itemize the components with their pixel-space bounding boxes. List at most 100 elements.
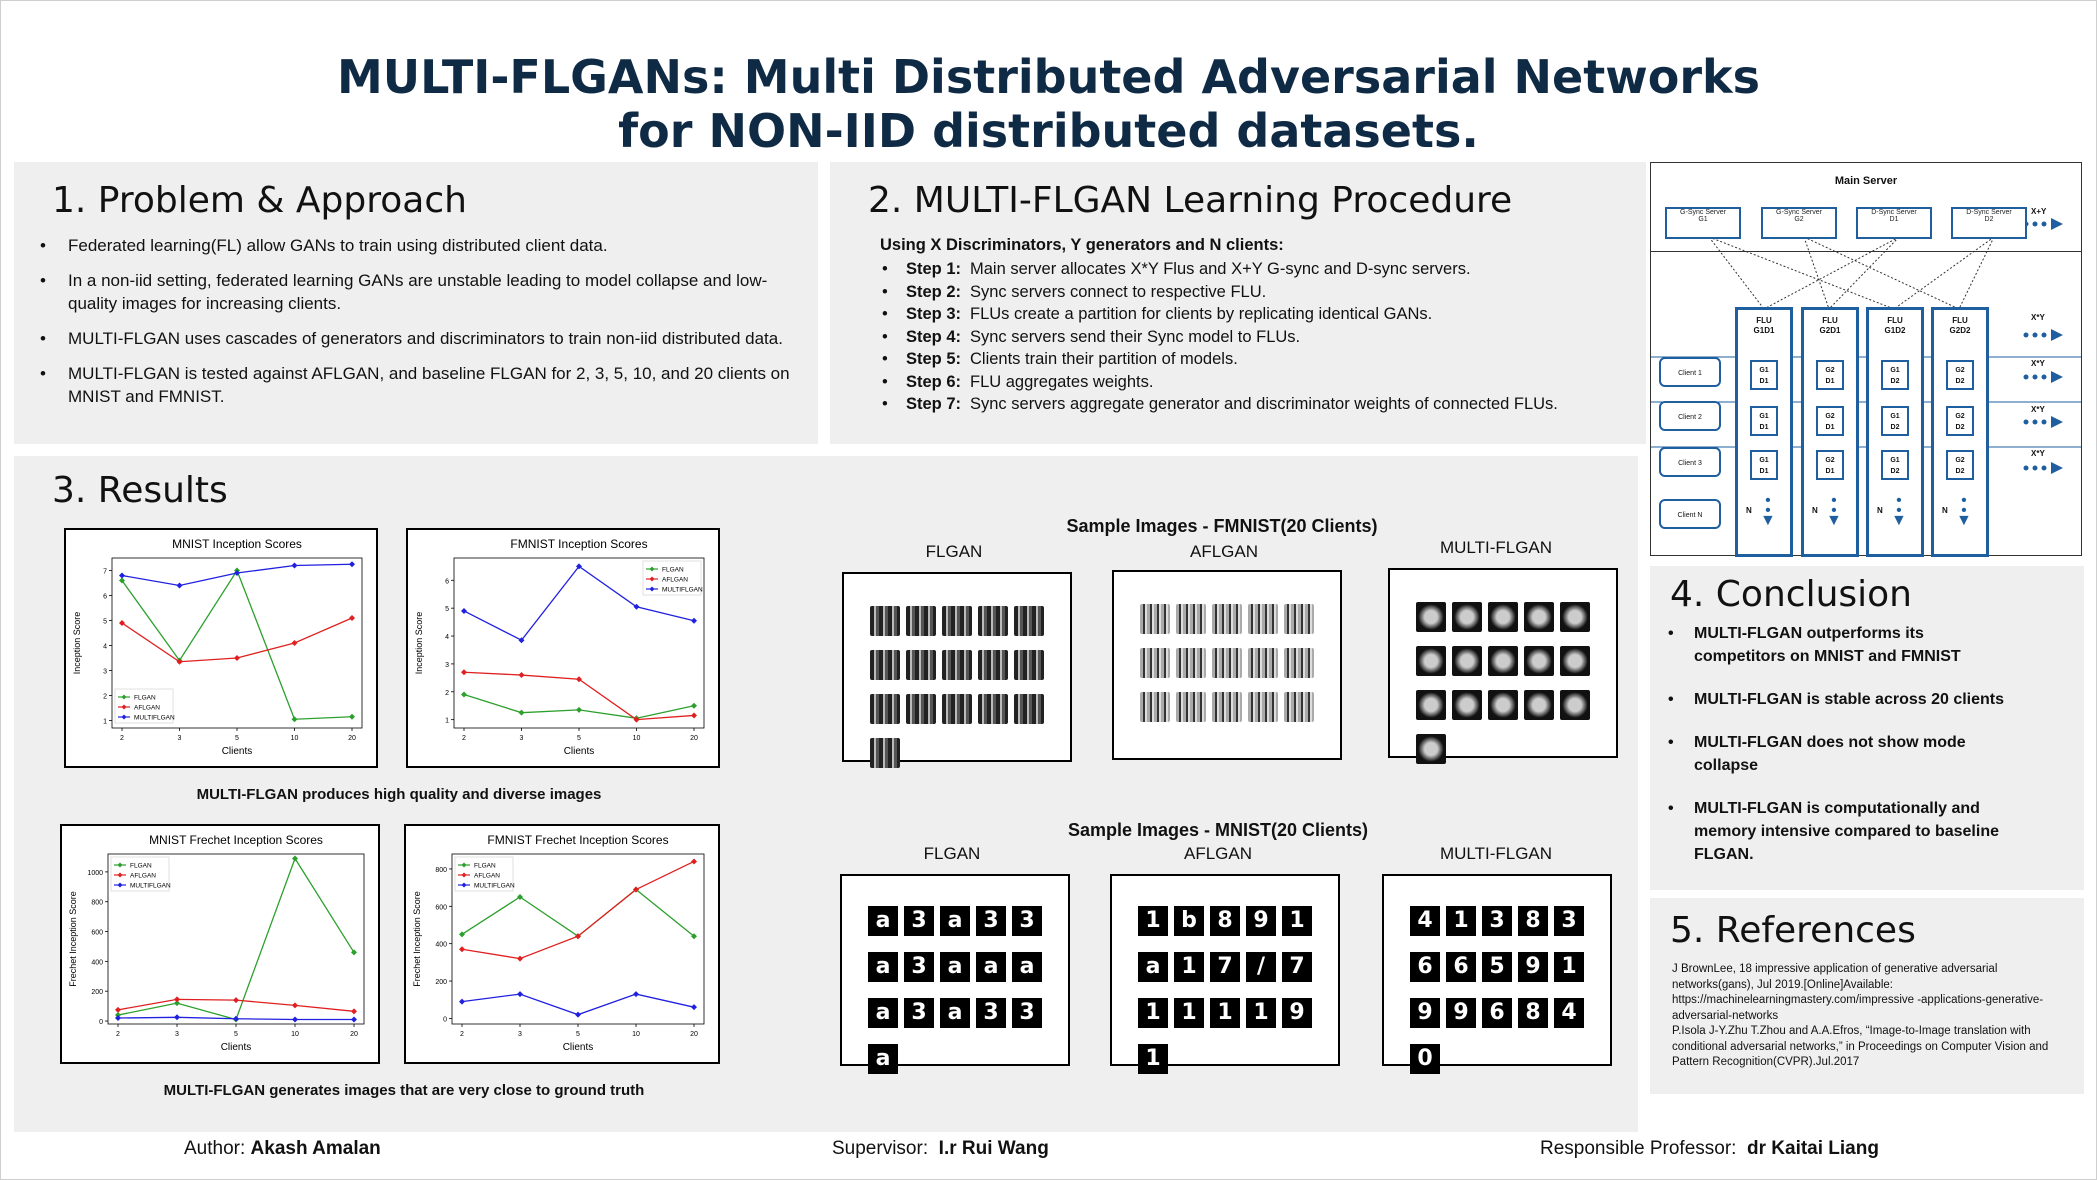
xy-top-label: X+Y [2031,207,2047,216]
y-tick-label: 600 [91,930,103,937]
mnist-flgan-label: FLGAN [923,844,981,863]
conclusion-bullets: MULTI-FLGAN outperforms its competitors … [1664,622,2014,886]
data-point [576,676,582,683]
data-point [691,712,697,719]
step-item: Step 3: FLUs create a partition for clien… [880,303,1640,326]
y-tick-label: 3 [445,662,449,669]
mnist-frechet-chart: MNIST Frechet Inception Scores 0 200 400 600… [60,824,380,1064]
fmnist-aflgan-samples [1112,570,1342,760]
architecture-diagram: Main Server G-Sync Server G1 G-Sync Serve… [1650,162,2082,557]
sample-image [1284,604,1314,634]
section-1-bullets: Federated learning(FL) allow GANs to tra… [28,234,808,420]
y-tick-label: 1 [103,719,107,726]
bullet-item: MULTI-FLGAN is tested against AFLGAN, an… [28,362,808,408]
data-point [234,655,240,661]
legend-label: FLGAN [130,863,152,870]
conclusion-item: MULTI-FLGAN is computationally and memor… [1664,797,2014,866]
gen-label: G2 [1825,413,1835,420]
x-tick-label: 10 [633,735,641,742]
digit-sample: 6 [1410,952,1440,982]
gen-label: G1 [1890,413,1900,420]
sample-image [1560,690,1590,720]
digit-sample: 8 [1518,998,1548,1028]
step-item: Step 2: Sync servers connect to respectiv… [880,281,1640,304]
disc-label: D2 [1890,378,1900,385]
y-tick-label: 800 [435,867,447,874]
legend-marker [649,566,655,572]
legend-marker [117,862,123,868]
more-arrow-icon: • • ▼ [1760,492,1776,529]
disc-label: D2 [1890,468,1900,475]
results-panel: 3. Results MNIST Inception Scores 1 2 3 4 5 6 7… [14,456,1638,1132]
gan-cell: G2 D1 [1816,360,1844,390]
sample-image [1176,648,1206,678]
digit-sample: 1 [1210,998,1240,1028]
sample-image [942,606,972,636]
gen-label: G2 [1825,367,1835,374]
disc-label: D1 [1759,424,1769,431]
section-2-heading: 2. MULTI-FLGAN Learning Procedure [868,180,1513,221]
x-tick-label: 3 [178,735,182,742]
fmnist-multiflgan-samples [1388,568,1618,764]
n-label: N [1942,506,1948,515]
step-item: Step 4: Sync servers send their Sync mode… [880,326,1640,349]
digit-sample: 3 [1012,906,1042,936]
digit-sample: a [868,906,898,936]
legend-marker [461,882,467,888]
y-tick-label: 3 [103,669,107,676]
sample-image [1524,602,1554,632]
legend-marker [649,576,655,582]
gan-cell: G2 D2 [1946,450,1974,480]
bullet-item: In a non-iid setting, federated learning… [28,269,808,315]
x-axis-label: Clients [222,746,253,757]
legend-label: MULTIFLGAN [662,587,703,594]
x-tick-label: 10 [291,1031,299,1038]
data-point [291,716,298,723]
sample-image [1524,690,1554,720]
digit-sample: 9 [1518,952,1548,982]
sample-image [1452,690,1482,720]
gan-cell: G1 D2 [1881,406,1909,436]
sample-image [1416,690,1446,720]
digit-sample: 1 [1138,906,1168,936]
data-point [115,1015,121,1022]
chart-title: MNIST Inception Scores [172,537,302,551]
flu-id: G2D2 [1949,326,1971,335]
client-n: Client N [1659,499,1721,529]
xy-row-label: X*Y [2031,359,2045,368]
disc-label: D2 [1890,424,1900,431]
sample-image [1560,646,1590,676]
disc-label: D1 [1759,378,1769,385]
bullet-item: Federated learning(FL) allow GANs to tra… [28,234,808,257]
data-point [351,1008,357,1015]
legend-label: FLGAN [474,863,496,870]
data-point [518,672,525,679]
digit-sample: 4 [1410,906,1440,936]
legend-label: AFLGAN [474,873,500,880]
server-label: G-Sync Server [1680,209,1726,216]
sample-image [906,650,936,680]
digit-sample: 3 [976,906,1006,936]
step-label: Step 1: [906,260,962,278]
sample-image [1140,648,1170,678]
disc-label: D1 [1825,378,1835,385]
step-label: Step 6: [906,372,962,391]
fmnist-multiflgan-label: MULTI-FLGAN [1439,538,1553,557]
y-tick-label: 800 [91,900,103,907]
caption-top: MULTI-FLGAN produces high quality and di… [196,786,602,803]
legend-marker [121,714,127,720]
digit-sample: 3 [904,906,934,936]
data-point [576,706,582,713]
data-point [291,562,298,569]
x-axis-label: Clients [564,746,595,757]
digit-sample: 3 [1482,906,1512,936]
disc-label: D1 [1759,468,1769,475]
legend-marker [117,882,123,888]
sample-image [1140,692,1170,722]
y-tick-label: 2 [445,690,449,697]
legend-marker [121,694,127,700]
data-point [633,603,640,610]
data-point [349,615,355,621]
data-point [292,855,298,862]
procedure-steps: Step 1: Main server allocates X*Y Flus an… [880,258,1640,416]
